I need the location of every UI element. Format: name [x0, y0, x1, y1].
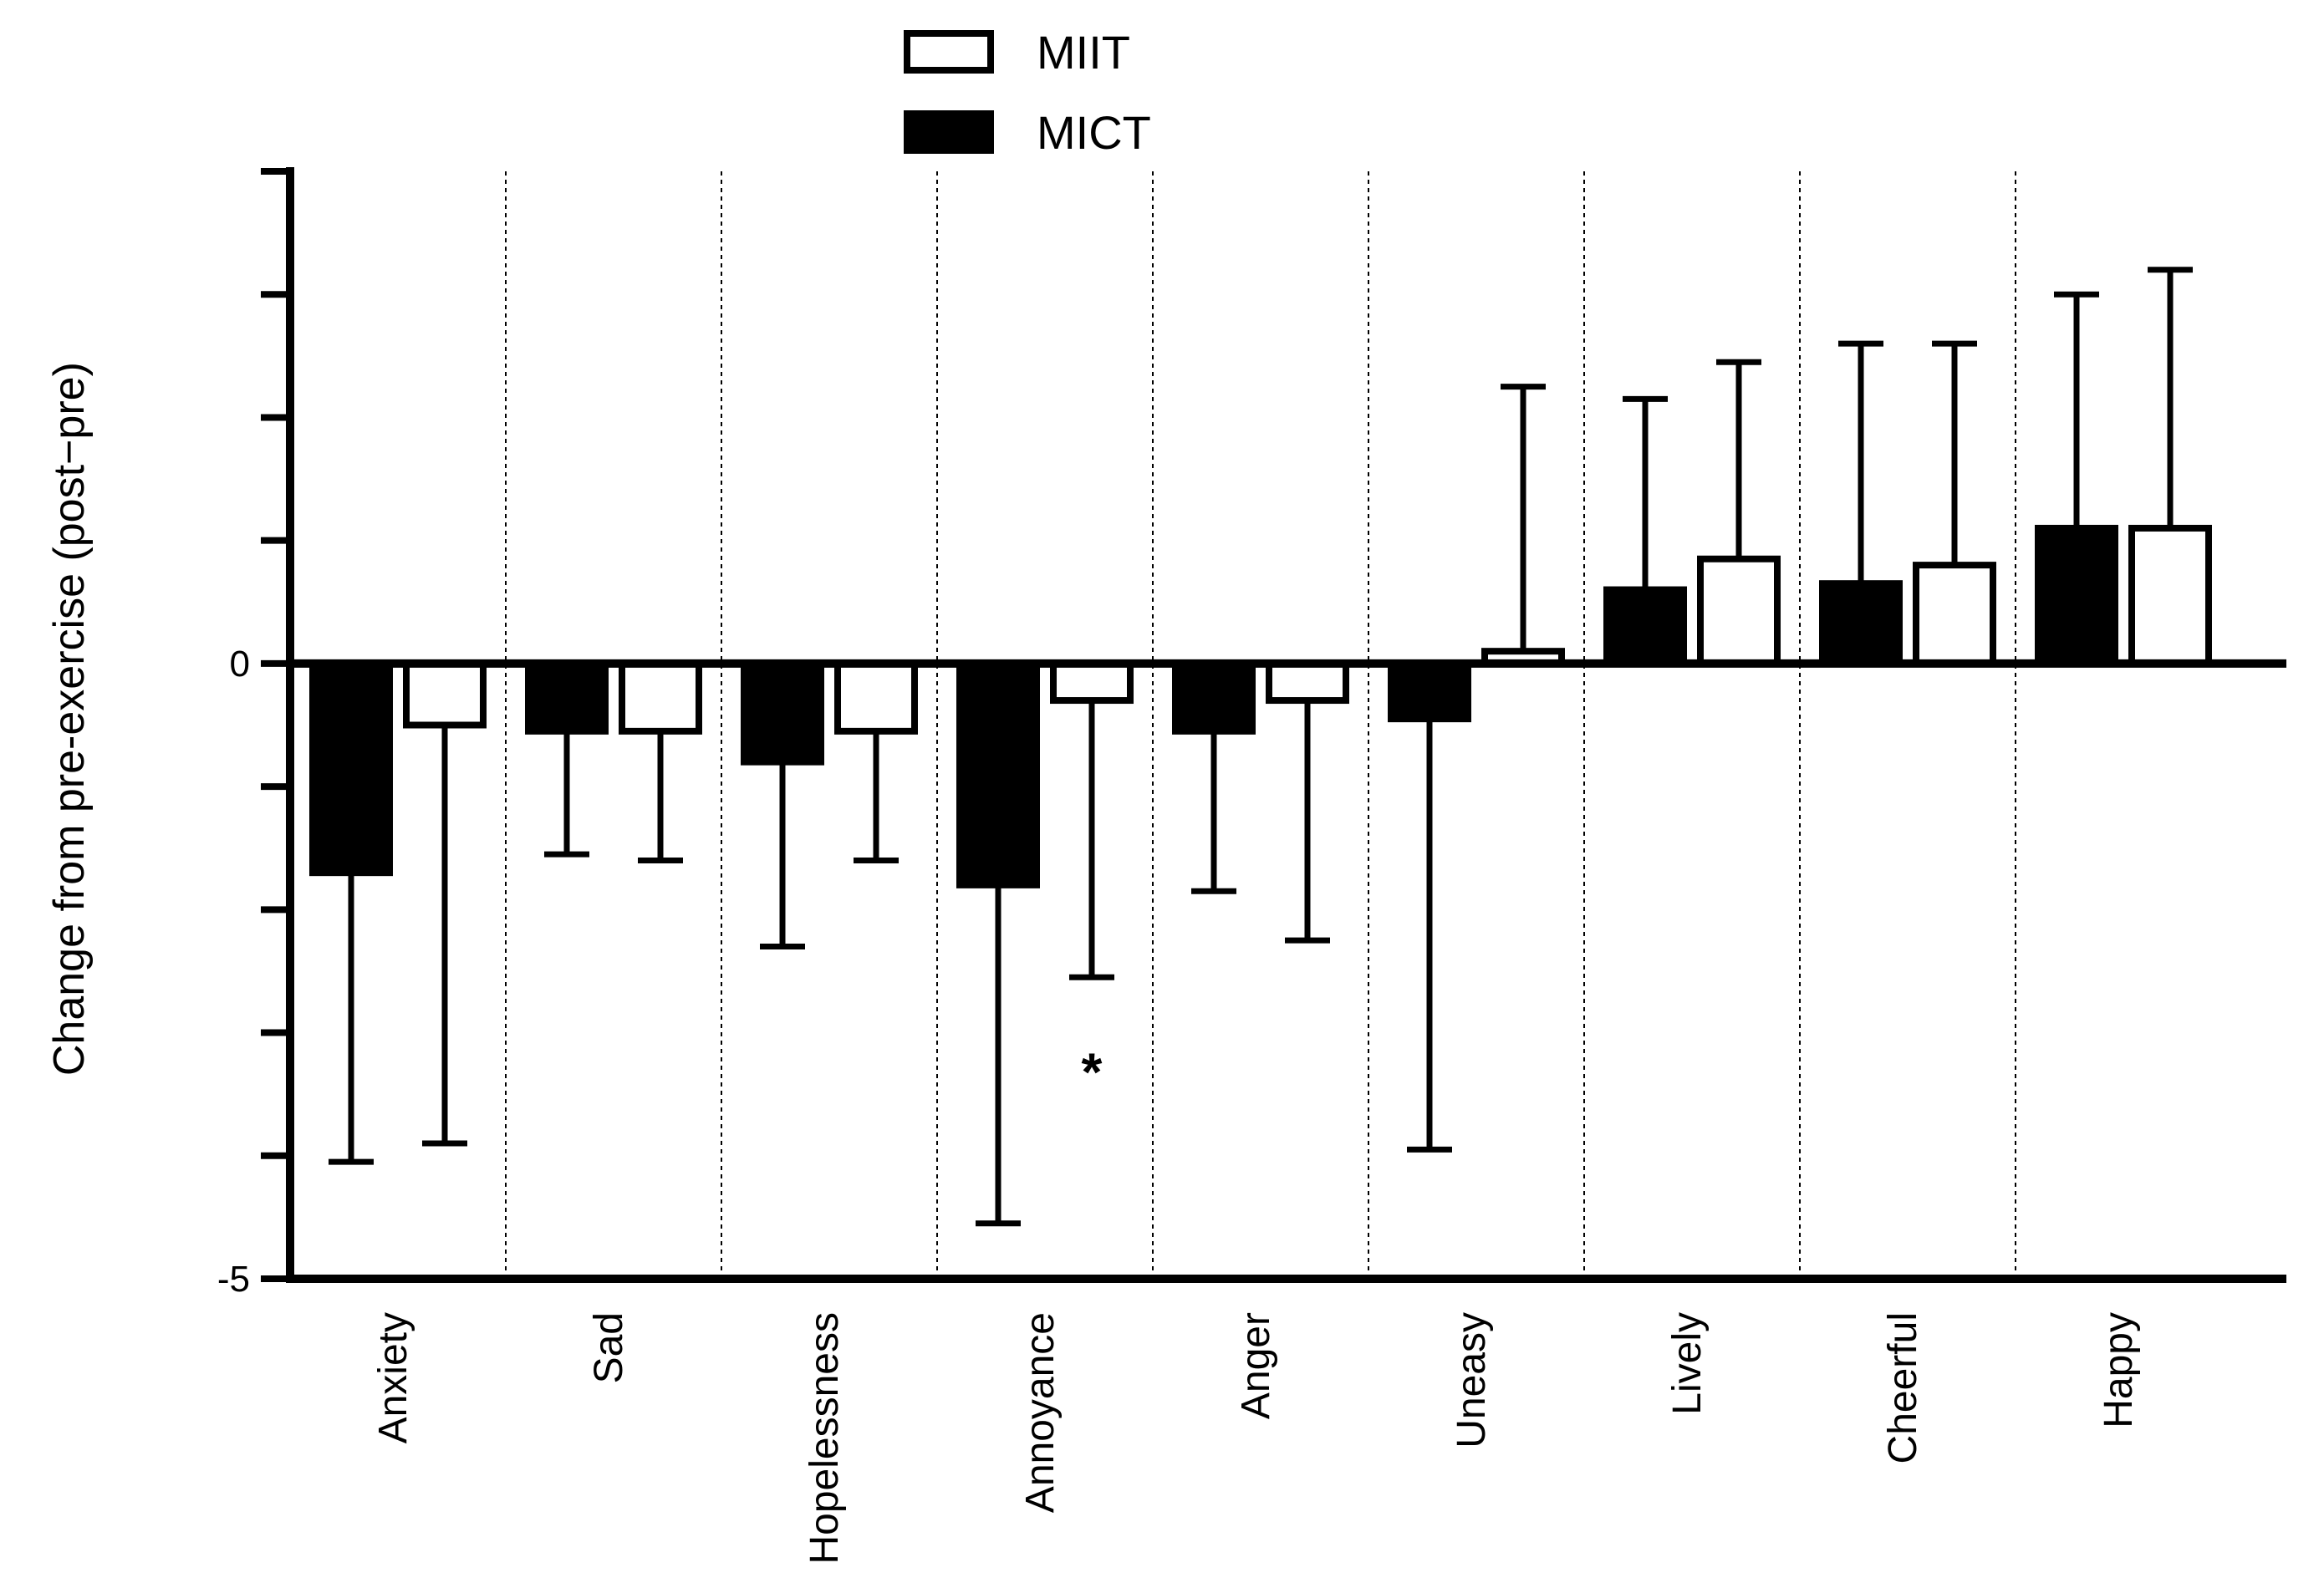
category-label: Lively: [1665, 1312, 1710, 1415]
category-label: Anger: [1234, 1312, 1278, 1419]
y-tick-label: -5: [217, 1259, 250, 1300]
bar-miit-anxiety: [403, 659, 487, 729]
bar-miit-happy: [2128, 524, 2212, 667]
category-label: Hopelessness: [803, 1312, 847, 1565]
axes: [286, 167, 2286, 1283]
y-tick-label: 0: [230, 644, 250, 685]
y-ticks: 0 -5: [217, 168, 290, 1300]
category-label: Uneasy: [1450, 1312, 1494, 1448]
category-label: Cheerful: [1881, 1312, 1925, 1463]
bars: [309, 524, 2212, 888]
y-axis-title: Change from pre-exercise (post−pre): [45, 362, 94, 1076]
significance-marker: *: [1082, 1042, 1103, 1102]
bar-miit-cheerful: [1913, 562, 1996, 667]
legend-label-miit: MIIT: [1037, 26, 1130, 79]
legend-swatch-miit: [904, 30, 994, 74]
bar-mict-sad: [525, 659, 609, 735]
category-label: Anxiety: [371, 1312, 415, 1443]
bar-mict-cheerful: [1819, 580, 1903, 667]
category-label: Sad: [587, 1312, 631, 1383]
bar-miit-hopelessness: [834, 659, 918, 735]
bar-mict-lively: [1603, 586, 1687, 667]
category-separators: [505, 171, 2016, 1279]
bar-mict-anxiety: [309, 659, 393, 877]
bar-miit-anger: [1266, 659, 1349, 705]
bar-mict-anger: [1172, 659, 1256, 735]
category-label: Happy: [2097, 1312, 2141, 1428]
bar-miit-sad: [619, 659, 702, 735]
bar-miit-lively: [1697, 555, 1781, 667]
category-label: Annoyance: [1018, 1312, 1063, 1513]
error-bars: [329, 267, 2193, 1227]
legend-swatch-mict: [904, 110, 994, 154]
bar-mict-happy: [2035, 524, 2118, 667]
legend: MIIT MICT: [904, 26, 1151, 159]
annotations: *: [1082, 1042, 1103, 1102]
legend-label-mict: MICT: [1037, 106, 1151, 159]
bar-mict-hopelessness: [741, 659, 824, 766]
category-labels: Anxiety Sad Hopelessness Annoyance Anger Unea…: [371, 1312, 2141, 1565]
bar-miit-annoyance: [1050, 659, 1134, 705]
bar-mict-uneasy: [1388, 659, 1471, 723]
bar-mict-annoyance: [956, 659, 1040, 888]
